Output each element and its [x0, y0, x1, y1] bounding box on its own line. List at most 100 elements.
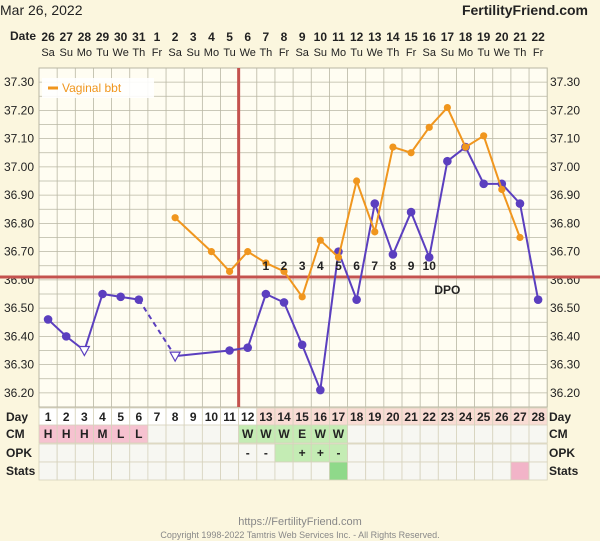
opk-cell [510, 443, 530, 463]
date-label: 1 [154, 30, 161, 44]
date-label: 16 [423, 30, 437, 44]
date-label: 27 [60, 30, 74, 44]
vaginal-point [389, 143, 397, 151]
primary-point [316, 385, 325, 395]
primary-segment [83, 293, 104, 351]
y-tick-right: 36.80 [550, 216, 580, 230]
date-label: 18 [459, 30, 473, 44]
stats-cell [183, 461, 203, 481]
stats-cell [310, 461, 330, 481]
y-tick-left: 36.90 [4, 188, 34, 202]
cm-cell [510, 424, 530, 444]
primary-segment [518, 203, 540, 300]
opk-cell [220, 443, 240, 463]
opk-cell [165, 443, 185, 463]
opk-cell [183, 443, 203, 463]
day-number: 15 [295, 410, 309, 424]
y-tick-right: 36.60 [550, 273, 580, 287]
primary-segment [355, 203, 376, 300]
row-label-left: OPK [6, 446, 32, 460]
opk-cell [474, 443, 494, 463]
date-label: 21 [513, 30, 527, 44]
primary-point [479, 179, 488, 189]
primary-segment [319, 251, 340, 391]
primary-segment [373, 203, 394, 255]
opk-cell [347, 443, 367, 463]
date-label: 30 [114, 30, 128, 44]
date-label: 20 [495, 30, 509, 44]
day-number: 3 [81, 410, 88, 424]
cm-cell [365, 424, 385, 444]
stats-cell [419, 461, 439, 481]
stats-cell [111, 461, 131, 481]
weekday-label: Tu [96, 47, 108, 59]
weekday-label: Sa [41, 47, 55, 59]
row-label-right: OPK [549, 446, 575, 460]
chart-legend: Vaginal bbt [42, 78, 154, 98]
row-label-left: Day [6, 410, 28, 424]
y-tick-left: 36.50 [4, 301, 34, 315]
primary-segment [410, 211, 431, 258]
vaginal-segment [482, 135, 503, 190]
vaginal-point [225, 267, 234, 275]
stats-cell [292, 461, 312, 481]
day-number: 14 [277, 410, 291, 424]
stats-cell [201, 461, 221, 481]
weekday-label: Sa [295, 47, 309, 59]
y-axis-ticks: 37.30 37.30 37.20 37.20 37.10 37.10 37.00 37.00… [4, 75, 580, 400]
chart-grid [38, 67, 548, 408]
day-number: 26 [495, 410, 509, 424]
cm-cell [528, 424, 548, 444]
cm-value: W [278, 427, 290, 441]
y-tick-right: 36.70 [550, 245, 580, 259]
primary-segment [301, 344, 322, 391]
date-label: 11 [332, 30, 345, 44]
y-tick-right: 36.20 [550, 386, 580, 400]
opk-value: + [317, 446, 324, 460]
weekday-label: Mo [77, 47, 92, 59]
primary-point [43, 315, 53, 324]
primary-point [261, 289, 271, 299]
day-number: 6 [135, 410, 142, 424]
footer-copyright: Copyright 1998-2022 Tamtris Web Services… [160, 530, 440, 540]
vaginal-point [461, 143, 470, 151]
temperature-series [43, 103, 543, 395]
cm-cell [220, 424, 240, 444]
day-number: 1 [45, 410, 52, 424]
date-label: 2 [172, 30, 179, 44]
date-label: 29 [96, 30, 110, 44]
y-tick-right: 37.30 [550, 75, 580, 89]
vaginal-point [407, 149, 415, 157]
primary-segment [337, 251, 358, 301]
day-number: 19 [368, 410, 382, 424]
weekday-label: We [367, 47, 383, 59]
primary-point [134, 295, 144, 304]
y-tick-left: 36.60 [4, 273, 34, 287]
vaginal-point [443, 103, 451, 112]
vaginal-point [207, 248, 216, 256]
weekday-label: Tu [350, 47, 362, 59]
cm-cell [201, 424, 221, 444]
opk-cell [147, 443, 167, 463]
vaginal-point [480, 132, 488, 140]
opk-cell [93, 443, 112, 463]
y-tick-left: 36.40 [4, 329, 34, 343]
dpo-number: 8 [390, 259, 397, 273]
stats-cell [165, 461, 185, 481]
cm-cell [456, 424, 476, 444]
day-number: 23 [441, 410, 455, 424]
weekday-label: Mo [458, 47, 473, 59]
weekday-label: Mo [331, 47, 346, 59]
start-date: Mar 26, 2022 [0, 2, 83, 18]
weekday-label: We [494, 47, 510, 59]
vaginal-point [171, 214, 179, 222]
cm-value: L [135, 427, 142, 441]
weekday-label: Su [187, 47, 200, 59]
vaginal-point [371, 228, 379, 236]
day-number: 24 [459, 410, 473, 424]
opk-cell [456, 443, 476, 463]
weekday-label: We [240, 47, 256, 59]
date-label: 19 [477, 30, 491, 44]
day-number: 12 [241, 410, 255, 424]
